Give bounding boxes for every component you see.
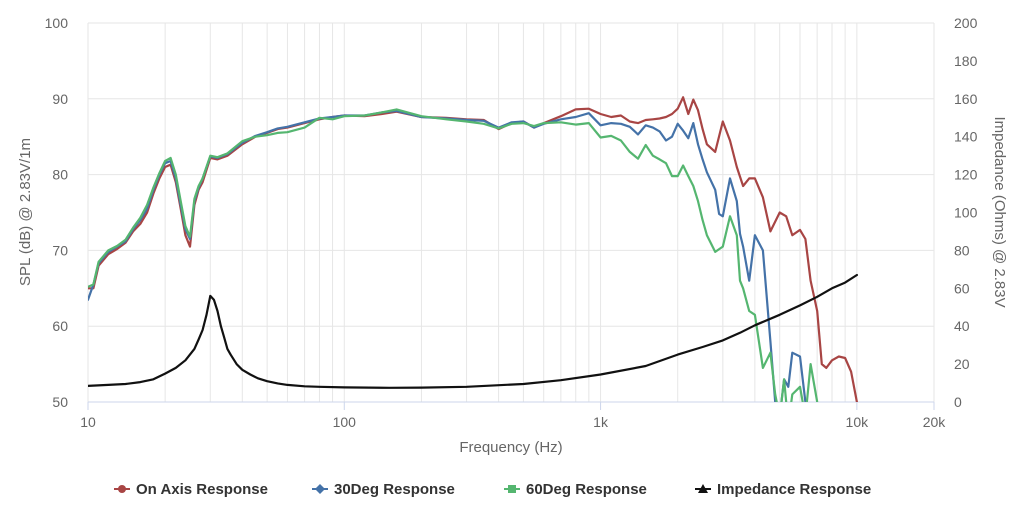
- x-tick-label: 100: [333, 414, 357, 430]
- series-line-0: [88, 96, 859, 402]
- legend-item-3[interactable]: Impedance Response: [695, 481, 871, 498]
- series-line-2: [88, 108, 819, 402]
- legend-circle-marker: [118, 485, 126, 493]
- grid-layer: [87, 22, 935, 403]
- y2-tick-label: 140: [954, 129, 978, 145]
- x-tick-label: 10: [80, 414, 96, 430]
- y2-tick-label: 60: [954, 280, 970, 296]
- y2-tick-label: 200: [954, 15, 978, 31]
- legend-item-2[interactable]: 60Deg Response: [504, 481, 647, 498]
- y2-tick-label: 160: [954, 91, 978, 107]
- y-tick-label: 100: [45, 15, 69, 31]
- legend: On Axis Response 30Deg Response 60Deg Resp…: [114, 481, 871, 498]
- x-axis-title: Frequency (Hz): [459, 439, 562, 456]
- x-tick-label: 20k: [923, 414, 947, 430]
- y-tick-label: 90: [52, 91, 68, 107]
- y-axis-title: SPL (dB) @ 2.83V/1m: [17, 138, 34, 286]
- legend-item-1[interactable]: 30Deg Response: [312, 481, 455, 498]
- legend-label: 30Deg Response: [334, 481, 455, 498]
- y-tick-label: 80: [52, 167, 68, 183]
- y2-tick-label: 80: [954, 242, 970, 258]
- tick-layer: 50 60 70 80 90 100 0 20 40 60 80 100 120 140 160 180 200…: [45, 15, 978, 430]
- y-tick-label: 60: [52, 318, 68, 334]
- legend-label: 60Deg Response: [526, 481, 647, 498]
- legend-diamond-marker: [315, 484, 325, 494]
- y2-tick-label: 40: [954, 318, 970, 334]
- y-tick-label: 70: [52, 242, 68, 258]
- y2-axis-title: Impedance (Ohms) @ 2.83V: [991, 116, 1008, 307]
- series-layer: [88, 96, 859, 402]
- x-tick-label: 10k: [846, 414, 870, 430]
- legend-label: On Axis Response: [136, 481, 268, 498]
- legend-item-0[interactable]: On Axis Response: [114, 481, 268, 498]
- series-line-1: [88, 109, 807, 402]
- y2-tick-label: 20: [954, 356, 970, 372]
- legend-triangle-marker: [698, 484, 708, 493]
- y2-tick-label: 180: [954, 53, 978, 69]
- series-line-3: [88, 273, 859, 389]
- y2-tick-label: 120: [954, 167, 978, 183]
- y2-tick-label: 0: [954, 394, 962, 410]
- y2-tick-label: 100: [954, 205, 978, 221]
- y-tick-label: 50: [52, 394, 68, 410]
- legend-label: Impedance Response: [717, 481, 871, 498]
- legend-square-marker: [508, 485, 516, 493]
- x-tick-label: 1k: [593, 414, 609, 430]
